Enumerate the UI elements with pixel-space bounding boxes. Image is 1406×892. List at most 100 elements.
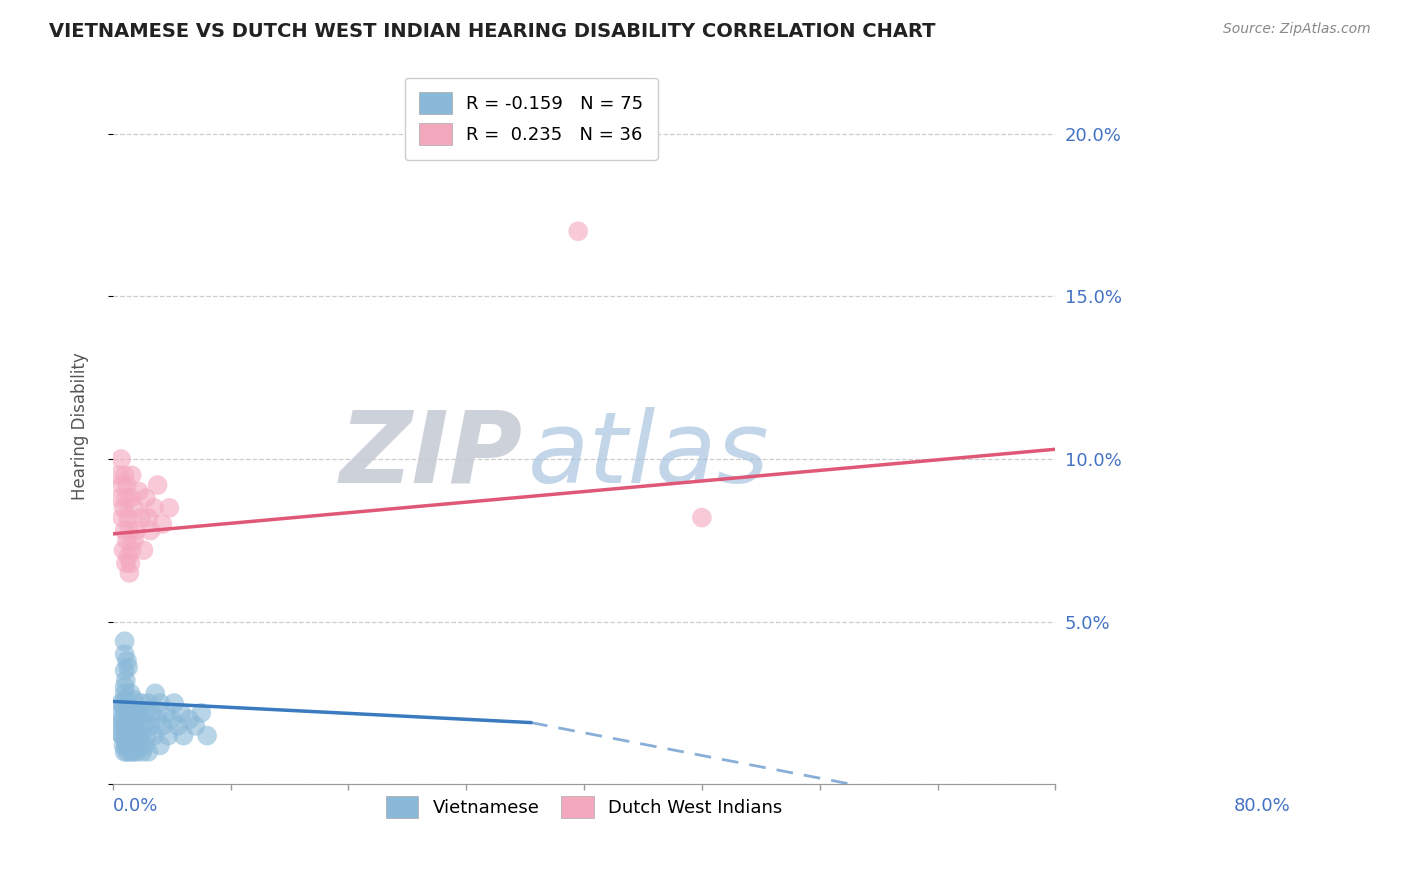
Point: [118, 699, 141, 714]
Point: [124, 719, 146, 733]
Point: [122, 500, 145, 515]
Point: [163, 696, 186, 710]
Point: [114, 693, 136, 707]
Point: [128, 739, 150, 753]
Point: [111, 712, 134, 726]
Point: [114, 647, 136, 661]
Point: [114, 673, 136, 688]
Point: [129, 510, 152, 524]
Point: [112, 500, 135, 515]
Point: [110, 696, 132, 710]
Point: [112, 699, 135, 714]
Point: [121, 468, 143, 483]
Point: [125, 745, 148, 759]
Point: [117, 549, 139, 564]
Point: [146, 478, 169, 492]
Point: [125, 712, 148, 726]
Point: [122, 693, 145, 707]
Point: [129, 696, 152, 710]
Point: [139, 524, 162, 538]
Point: [136, 745, 159, 759]
Point: [117, 510, 139, 524]
Point: [136, 696, 159, 710]
Point: [120, 491, 142, 505]
Point: [110, 719, 132, 733]
Point: [111, 510, 134, 524]
Point: [107, 468, 129, 483]
Point: [120, 686, 142, 700]
Point: [121, 719, 143, 733]
Point: [150, 517, 173, 532]
Text: 0.0%: 0.0%: [112, 797, 159, 815]
Point: [190, 706, 212, 720]
Point: [114, 731, 136, 746]
Point: [121, 543, 143, 558]
Point: [173, 729, 195, 743]
Point: [149, 696, 172, 710]
Point: [127, 725, 149, 739]
Point: [139, 719, 162, 733]
Point: [114, 556, 136, 570]
Text: ZIP: ZIP: [340, 407, 523, 504]
Point: [118, 731, 141, 746]
Point: [114, 491, 136, 505]
Point: [118, 524, 141, 538]
Point: [117, 739, 139, 753]
Point: [149, 739, 172, 753]
Point: [146, 712, 169, 726]
Point: [122, 745, 145, 759]
Point: [141, 706, 163, 720]
Point: [118, 566, 141, 580]
Legend: Vietnamese, Dutch West Indians: Vietnamese, Dutch West Indians: [378, 789, 790, 825]
Point: [111, 478, 134, 492]
Point: [120, 706, 142, 720]
Y-axis label: Hearing Disability: Hearing Disability: [72, 352, 89, 500]
Point: [108, 491, 131, 505]
Point: [114, 745, 136, 759]
Point: [128, 484, 150, 499]
Point: [114, 468, 136, 483]
Point: [115, 533, 138, 548]
Point: [195, 729, 218, 743]
Point: [108, 706, 131, 720]
Point: [120, 745, 142, 759]
Point: [150, 719, 173, 733]
Point: [135, 491, 157, 505]
Point: [125, 524, 148, 538]
Text: VIETNAMESE VS DUTCH WEST INDIAN HEARING DISABILITY CORRELATION CHART: VIETNAMESE VS DUTCH WEST INDIAN HEARING …: [49, 22, 936, 41]
Point: [111, 729, 134, 743]
Point: [131, 712, 153, 726]
Point: [115, 745, 138, 759]
Point: [114, 524, 136, 538]
Point: [136, 510, 159, 524]
Point: [114, 725, 136, 739]
Point: [112, 543, 135, 558]
Point: [117, 660, 139, 674]
Text: 80.0%: 80.0%: [1234, 797, 1291, 815]
Point: [122, 533, 145, 548]
Point: [114, 680, 136, 694]
Point: [110, 452, 132, 467]
Point: [132, 719, 155, 733]
Point: [157, 729, 180, 743]
Point: [114, 739, 136, 753]
Point: [129, 729, 152, 743]
Point: [114, 719, 136, 733]
Point: [114, 634, 136, 648]
Point: [112, 739, 135, 753]
Point: [115, 654, 138, 668]
Point: [117, 706, 139, 720]
Point: [184, 719, 207, 733]
Text: Source: ZipAtlas.com: Source: ZipAtlas.com: [1223, 22, 1371, 37]
Point: [143, 729, 166, 743]
Point: [170, 706, 193, 720]
Point: [690, 510, 713, 524]
Point: [114, 686, 136, 700]
Point: [115, 478, 138, 492]
Point: [143, 500, 166, 515]
Point: [134, 739, 156, 753]
Point: [179, 712, 201, 726]
Point: [107, 725, 129, 739]
Point: [157, 500, 180, 515]
Text: atlas: atlas: [527, 407, 769, 504]
